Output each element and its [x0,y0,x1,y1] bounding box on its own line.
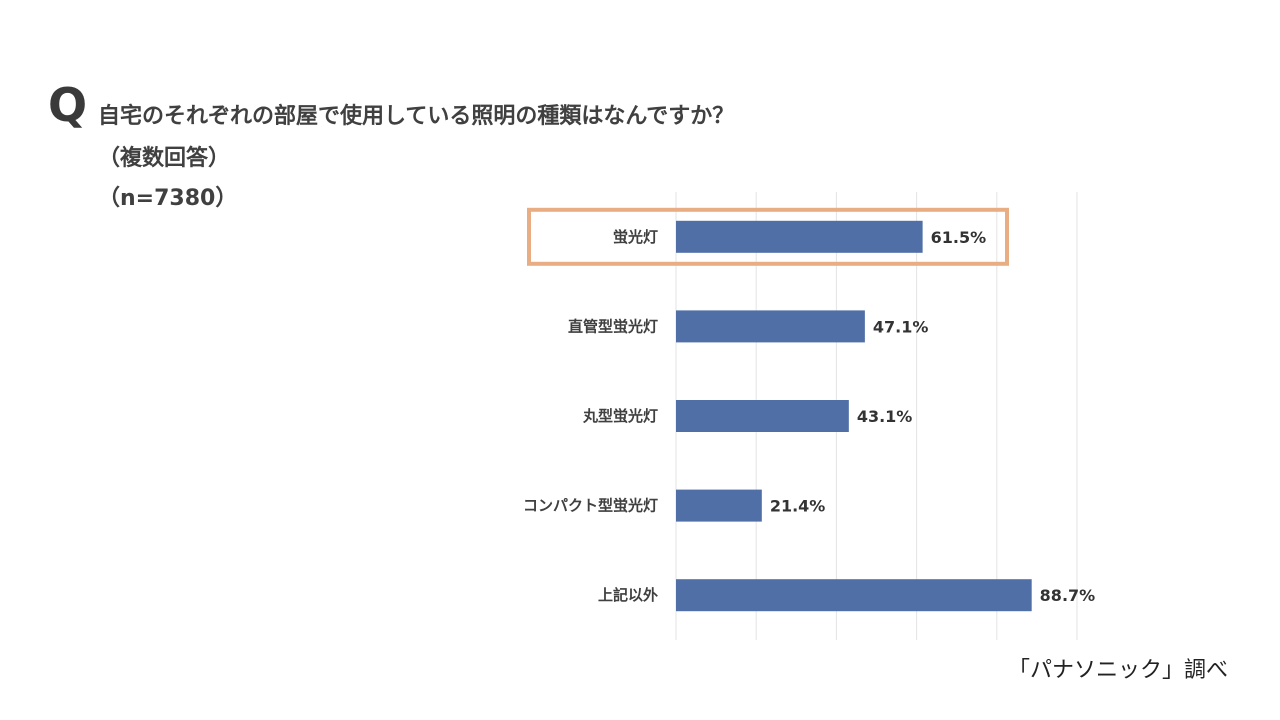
category-label: 直管型蛍光灯 [568,317,658,335]
category-label: 蛍光灯 [613,228,658,246]
value-label: 43.1% [857,407,913,426]
bar [676,400,849,432]
value-label: 47.1% [873,317,929,336]
category-label: コンパクト型蛍光灯 [523,497,658,515]
sample-size: （n=7380） [98,186,238,211]
source-note: 「パナソニック」調べ [1007,658,1228,683]
question-mark: Q [48,78,88,132]
bar [676,310,865,343]
value-label: 21.4% [770,497,826,516]
value-label: 61.5% [931,228,987,247]
question-subtitle: （複数回答） [98,146,231,171]
bar [676,579,1032,612]
bar [676,489,762,522]
bar [676,220,923,253]
highlight-frame [527,207,1009,266]
question-title: 自宅のそれぞれの部屋で使用している照明の種類はなんですか？ [98,104,735,129]
category-label: 丸型蛍光灯 [582,407,658,425]
category-label: 上記以外 [598,586,658,604]
value-label: 88.7% [1040,586,1096,605]
